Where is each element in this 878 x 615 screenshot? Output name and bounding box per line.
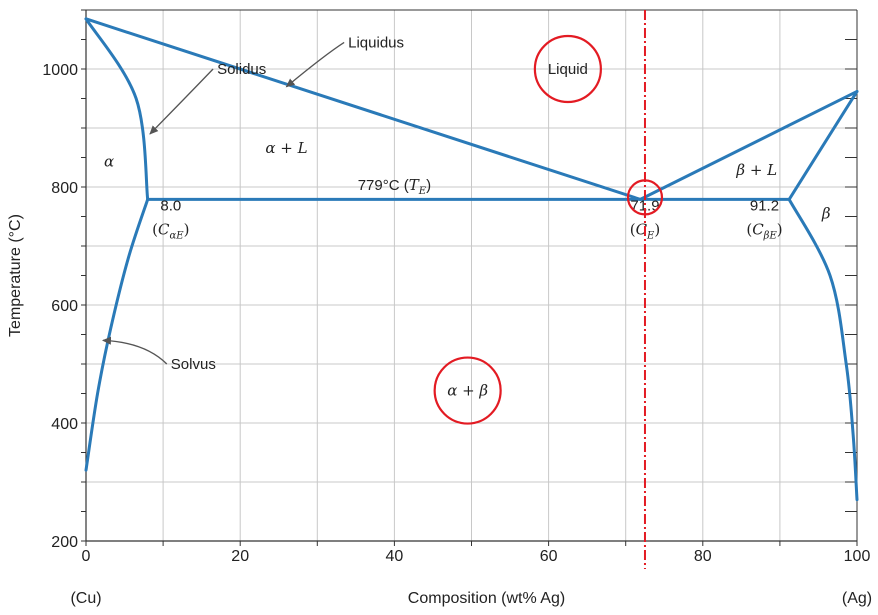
composition-symbol: (CαE) [152,221,189,242]
x-tick-label: 20 [231,548,249,565]
callout-label: Liquidus [348,34,404,51]
y-axis-title: Temperature (°C) [7,214,24,337]
callout-label: Solidus [217,61,266,78]
composition-symbol: (CβE) [746,221,782,242]
eutectic-prefix: 779°C ( [358,177,409,194]
callout-label: Solvus [171,356,216,373]
highlights: Liquid α + β [433,10,664,569]
series-solvus [787,197,859,502]
eutectic-suffix: ) [426,177,431,194]
phase-label: α [104,152,114,170]
axes: 0 20 40 60 80 100 200 400 600 800 1000 Composition … [7,9,872,607]
composition-paren-close: ) [654,221,660,239]
eutectic-point-circle [626,179,664,216]
callout-arrow [101,336,168,365]
eutectic-symbol: T [409,176,420,194]
x-tick-label: 0 [82,548,91,565]
eutectic-subscript: E [418,186,427,197]
y-tick-label: 800 [51,180,78,197]
circled-label: α + β [447,382,488,400]
composition-symbol-letter: C [752,221,764,239]
y-tick-label: 200 [51,534,78,551]
series-solvus [84,197,150,472]
phase-label: α + L [265,139,307,157]
composition-subscript: βE [763,231,778,242]
grid [85,9,858,542]
composition-paren-open: ( [630,221,636,239]
eutectic-temperature-label: 779°C (TE) [358,176,431,197]
circled-label: Liquid [548,61,588,78]
phase-boundaries [84,17,859,502]
x-end-label-left: (Cu) [70,590,101,607]
callout-arrow [285,41,345,88]
composition-subscript: αE [170,231,185,242]
phase-label: β [821,204,831,222]
composition-value: 91.2 [750,198,779,215]
x-tick-label: 40 [386,548,404,565]
composition-paren-close: ) [184,221,190,239]
callout-arrow [149,68,214,135]
composition-paren-open: ( [746,221,752,239]
series-solidus [84,17,150,201]
x-end-label-right: (Ag) [842,590,872,607]
composition-value: 8.0 [160,198,181,215]
composition-symbol-letter: C [158,221,170,239]
y-tick-label: 400 [51,416,78,433]
x-tick-label: 80 [694,548,712,565]
highlight-circle [533,34,602,104]
y-tick-label: 1000 [42,62,78,79]
x-axis-title: Composition (wt% Ag) [408,590,565,607]
x-tick-label: 100 [844,548,871,565]
highlight-circle [433,356,502,425]
x-tick-label: 60 [540,548,558,565]
series-solidus [787,89,859,201]
composition-value: 71.9 [630,198,659,215]
composition-paren-open: ( [152,221,158,239]
composition-subscript: E [646,231,655,242]
phase-label: β + L [735,161,777,179]
composition-paren-close: ) [777,221,783,239]
annotations: Liquidus Solidus Solvus α α + L β + L β 779°C (… [101,34,831,373]
y-tick-label: 600 [51,298,78,315]
